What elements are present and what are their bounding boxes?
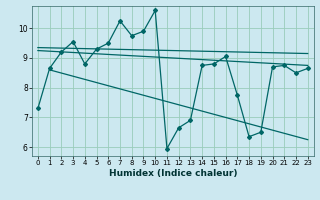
X-axis label: Humidex (Indice chaleur): Humidex (Indice chaleur) [108,169,237,178]
